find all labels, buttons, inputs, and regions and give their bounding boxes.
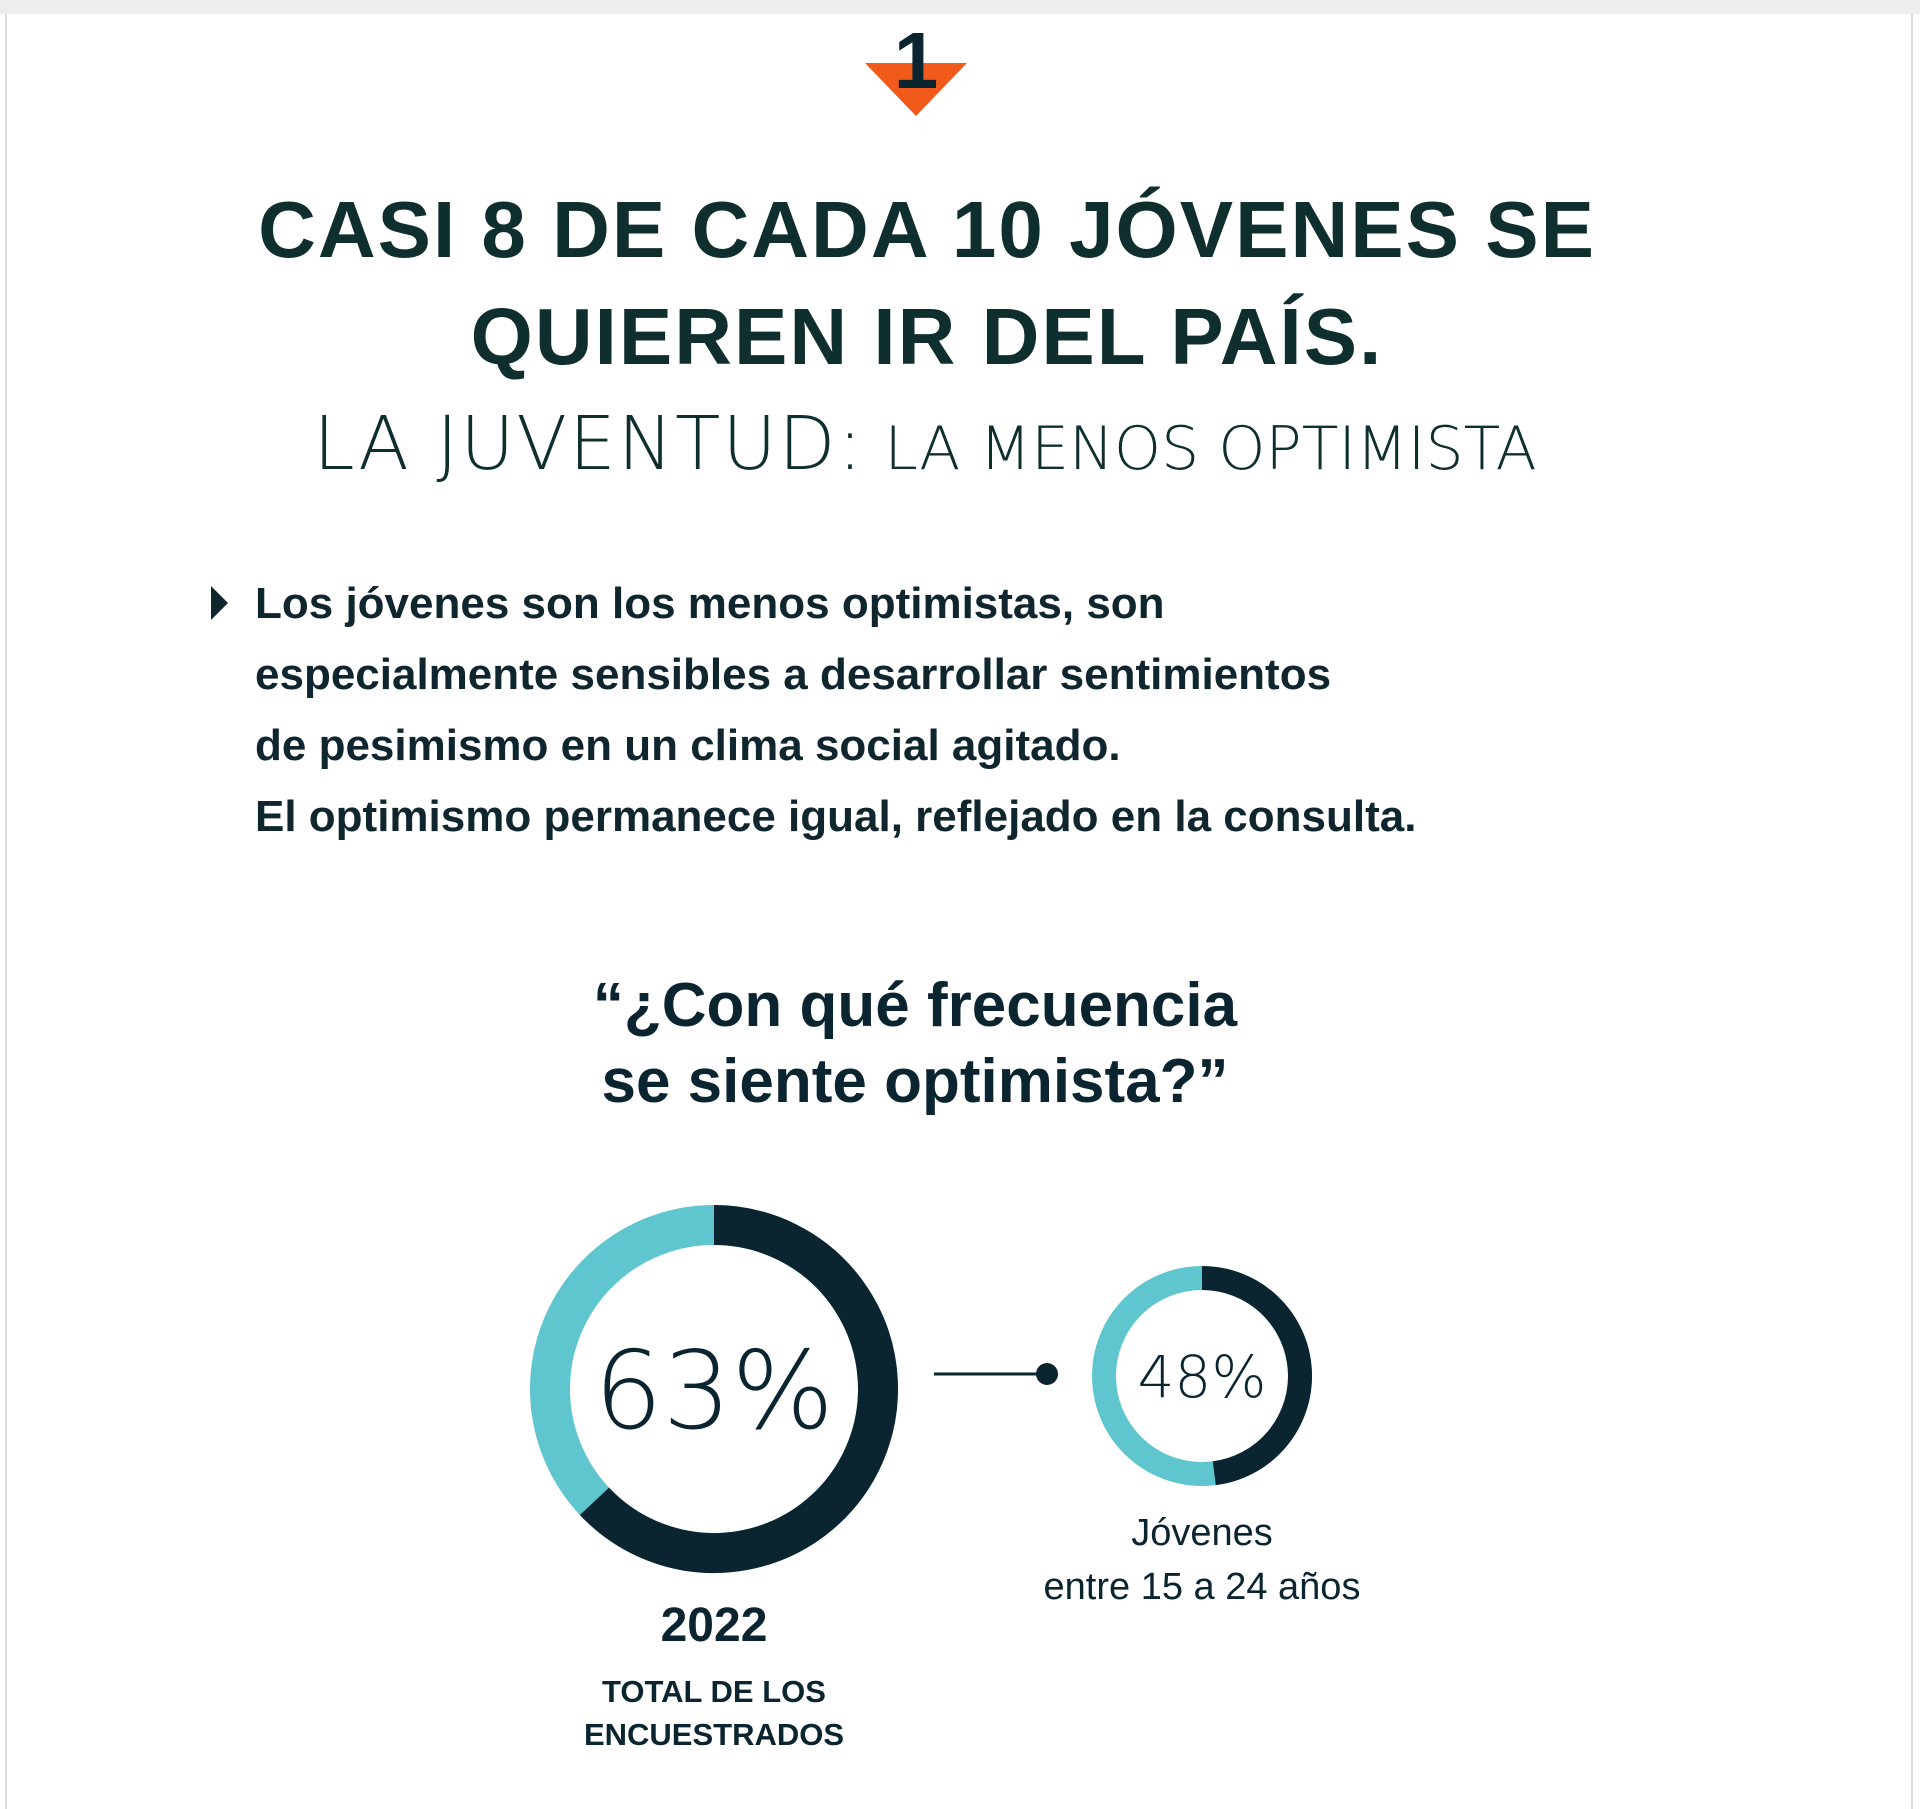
donut-arc [579, 1205, 898, 1573]
donut-caption: 2022 [661, 1599, 768, 1652]
question: “¿Con qué frecuencia se siente optimista?… [593, 971, 1238, 1116]
connector-dot [1036, 1363, 1058, 1385]
donut-caption: entre 15 a 24 años [1044, 1566, 1361, 1608]
bullet-line: de pesimismo en un clima social agitado. [255, 721, 1121, 770]
top-bar [0, 0, 1920, 14]
subtitle: LA JUVENTUD: LA MENOS OPTIMISTA [313, 401, 1536, 487]
donut-label: 48% [1138, 1343, 1267, 1411]
title-line: QUIEREN IR DEL PAÍS. [471, 292, 1384, 381]
title-line: CASI 8 DE CADA 10 JÓVENES SE [258, 185, 1596, 274]
badge-arrow [865, 63, 967, 116]
bullet-line: El optimismo permanece igual, reflejado … [255, 792, 1416, 841]
subtitle-small: LA MENOS OPTIMISTA [884, 414, 1536, 484]
bullet-line: Los jóvenes son los menos optimistas, so… [255, 579, 1165, 628]
subtitle-big: LA JUVENTUD: [313, 401, 864, 487]
donut-arc [1201, 1266, 1312, 1486]
bullet-icon [211, 586, 228, 620]
badge-number: 1 [894, 16, 939, 105]
donut-caption: Jóvenes [1131, 1512, 1273, 1554]
question-line: se siente optimista?” [601, 1047, 1228, 1116]
question-line: “¿Con qué frecuencia [593, 971, 1238, 1040]
donut-caption: ENCUESTRADOS [584, 1717, 844, 1752]
bullet-text: Los jóvenes son los menos optimistas, so… [255, 579, 1416, 841]
donut-label: 63% [594, 1329, 834, 1454]
bullet-line: especialmente sensibles a desarrollar se… [255, 650, 1331, 699]
donut-caption: TOTAL DE LOS [602, 1674, 826, 1709]
